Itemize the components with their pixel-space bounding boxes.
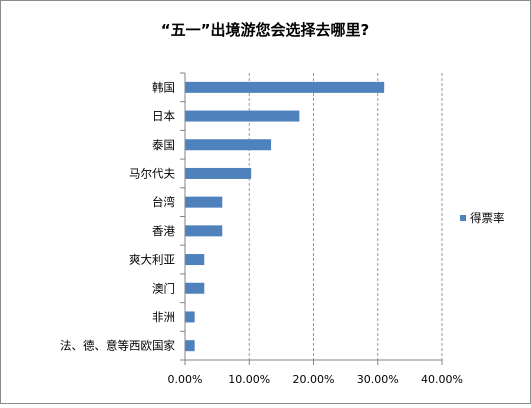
- legend-label: 得票率: [470, 211, 505, 225]
- x-tick-label: 10.00%: [228, 373, 270, 386]
- category-label: 爽大利亚: [129, 253, 175, 267]
- category-label: 非洲: [152, 310, 175, 324]
- x-tick-label: 30.00%: [357, 373, 399, 386]
- category-label: 台湾: [152, 195, 175, 209]
- bar: [185, 196, 223, 208]
- category-label: 香港: [152, 224, 175, 238]
- bar: [185, 225, 223, 237]
- legend-swatch: [460, 215, 466, 221]
- category-label: 澳门: [152, 281, 175, 295]
- x-tick-label: 40.00%: [421, 373, 463, 386]
- category-label: 泰国: [152, 138, 175, 152]
- bar: [185, 81, 385, 93]
- bars: [185, 81, 385, 352]
- tick-labels: 0.00% 10.00% 20.00% 30.00% 40.00%: [168, 373, 463, 386]
- bar: [185, 167, 252, 179]
- bar: [185, 254, 205, 266]
- bar: [185, 282, 205, 294]
- legend: 得票率: [460, 211, 505, 225]
- axes: [180, 72, 443, 365]
- bar: [185, 139, 272, 151]
- bar: [185, 340, 195, 352]
- bar: [185, 311, 195, 323]
- category-label: 韩国: [152, 80, 175, 94]
- x-tick-label: 20.00%: [293, 373, 335, 386]
- chart-title: “五一”出境游您会选择去哪里?: [161, 21, 369, 39]
- category-label: 法、德、意等西欧国家: [60, 339, 175, 353]
- bar: [185, 110, 300, 122]
- category-label: 马尔代夫: [129, 166, 175, 180]
- x-tick-label: 0.00%: [168, 373, 203, 386]
- category-label: 日本: [152, 109, 175, 123]
